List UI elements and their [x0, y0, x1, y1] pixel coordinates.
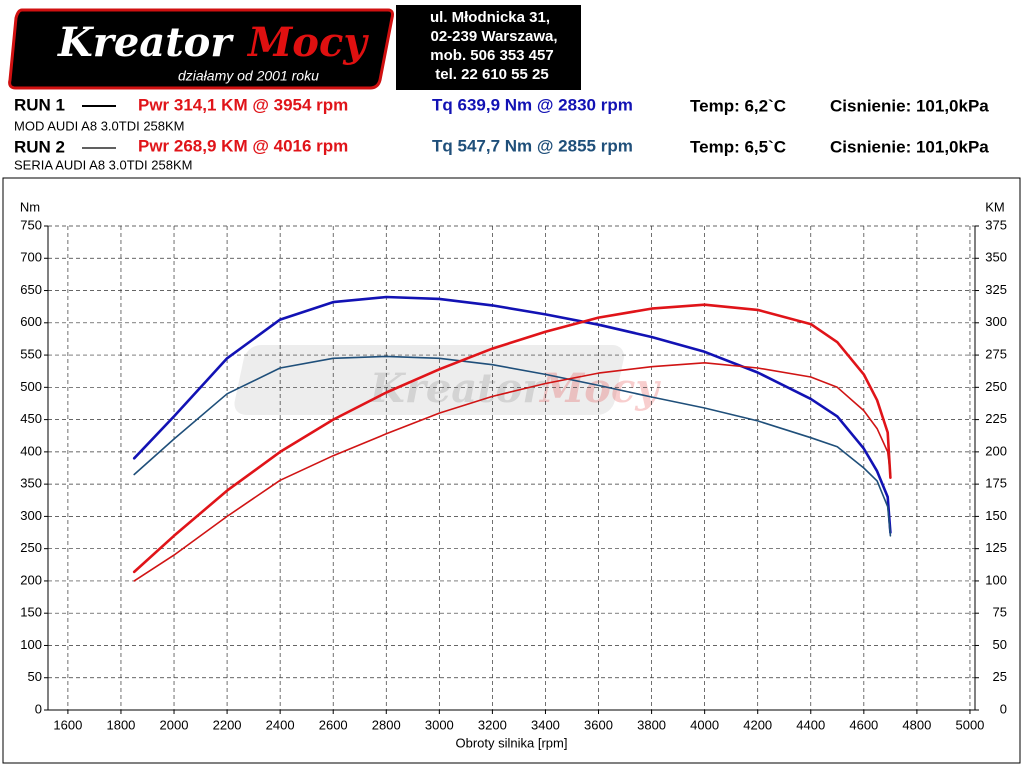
- chart-frame: [2, 177, 1021, 764]
- y2-axis-label: KM: [985, 199, 1005, 214]
- x-tick-label: 3200: [478, 717, 507, 732]
- x-tick-label: 3600: [584, 717, 613, 732]
- x-tick-label: 1600: [53, 717, 82, 732]
- y2-tick-label: 200: [985, 443, 1007, 458]
- x-tick-label: 4200: [743, 717, 772, 732]
- run-torque: Tq 547,7 Nm @ 2855 rpm: [432, 136, 633, 155]
- y2-tick-label: 150: [985, 508, 1007, 523]
- y-tick-label: 750: [20, 217, 42, 232]
- address-line: tel. 22 610 55 25: [435, 66, 548, 83]
- y-tick-label: 400: [20, 443, 42, 458]
- address-line: mob. 506 353 457: [430, 47, 553, 64]
- logo-slogan: działamy od 2001 roku: [178, 68, 319, 84]
- y-tick-label: 50: [28, 669, 42, 684]
- run-torque: Tq 639,9 Nm @ 2830 rpm: [432, 95, 633, 114]
- y2-tick-label: 250: [985, 379, 1007, 394]
- run-power: Pwr 268,9 KM @ 4016 rpm: [138, 136, 348, 155]
- x-tick-label: 3400: [531, 717, 560, 732]
- run-power: Pwr 314,1 KM @ 3954 rpm: [138, 95, 348, 114]
- x-axis-label: Obroty silnika [rpm]: [456, 735, 568, 750]
- y-tick-label: 550: [20, 347, 42, 362]
- watermark-box: [234, 345, 625, 415]
- x-tick-label: 2000: [160, 717, 189, 732]
- logo-box: [8, 8, 394, 90]
- y-tick-label: 350: [20, 476, 42, 491]
- y-tick-label: 150: [20, 605, 42, 620]
- y-tick-label: 100: [20, 637, 42, 652]
- y2-tick-label: 0: [1000, 701, 1007, 716]
- y2-tick-label: 300: [985, 314, 1007, 329]
- x-tick-label: 2200: [213, 717, 242, 732]
- y-tick-label: 700: [20, 250, 42, 265]
- run-temp: Temp: 6,5`C: [690, 137, 786, 156]
- address-box: [396, 5, 581, 90]
- y2-tick-label: 50: [993, 637, 1007, 652]
- address-line: 02-239 Warszawa,: [430, 28, 557, 45]
- y2-tick-label: 375: [985, 217, 1007, 232]
- y2-tick-label: 175: [985, 476, 1007, 491]
- y-tick-label: 0: [35, 701, 42, 716]
- y-tick-label: 450: [20, 411, 42, 426]
- series-line: [133, 362, 892, 582]
- run-label: RUN 2: [14, 137, 65, 156]
- y2-tick-label: 125: [985, 540, 1007, 555]
- y2-tick-label: 100: [985, 572, 1007, 587]
- y2-tick-label: 325: [985, 282, 1007, 297]
- address-line: ul. Młodnicka 31,: [430, 9, 550, 26]
- run-pressure: Cisnienie: 101,0kPa: [830, 137, 989, 156]
- x-tick-label: 1800: [106, 717, 135, 732]
- y2-tick-label: 25: [993, 669, 1007, 684]
- y2-tick-label: 75: [993, 605, 1007, 620]
- series-line: [133, 355, 892, 537]
- run-temp: Temp: 6,2`C: [690, 96, 786, 115]
- x-tick-label: 3000: [425, 717, 454, 732]
- x-tick-label: 2400: [266, 717, 295, 732]
- x-tick-label: 3800: [637, 717, 666, 732]
- y-tick-label: 300: [20, 508, 42, 523]
- series-line: [132, 303, 892, 574]
- run-description: SERIA AUDI A8 3.0TDI 258KM: [14, 157, 192, 172]
- logo-a: Kreator: [57, 19, 234, 66]
- x-tick-label: 4000: [690, 717, 719, 732]
- x-tick-label: 4600: [849, 717, 878, 732]
- x-tick-label: 5000: [955, 717, 984, 732]
- run-pressure: Cisnienie: 101,0kPa: [830, 96, 989, 115]
- y-tick-label: 600: [20, 314, 42, 329]
- x-tick-label: 4400: [796, 717, 825, 732]
- y2-tick-label: 350: [985, 250, 1007, 265]
- y2-tick-label: 225: [985, 411, 1007, 426]
- x-tick-label: 4800: [902, 717, 931, 732]
- x-tick-label: 2800: [372, 717, 401, 732]
- watermark: Mocy: [538, 365, 661, 412]
- logo-b: Mocy: [246, 19, 369, 66]
- y2-tick-label: 275: [985, 347, 1007, 362]
- y-tick-label: 650: [20, 282, 42, 297]
- y-axis-label: Nm: [20, 199, 40, 214]
- x-tick-label: 2600: [319, 717, 348, 732]
- y-tick-label: 200: [20, 572, 42, 587]
- y-tick-label: 250: [20, 540, 42, 555]
- run-description: MOD AUDI A8 3.0TDI 258KM: [14, 118, 185, 133]
- y-tick-label: 500: [20, 379, 42, 394]
- run-label: RUN 1: [14, 95, 65, 114]
- series-line: [132, 295, 892, 534]
